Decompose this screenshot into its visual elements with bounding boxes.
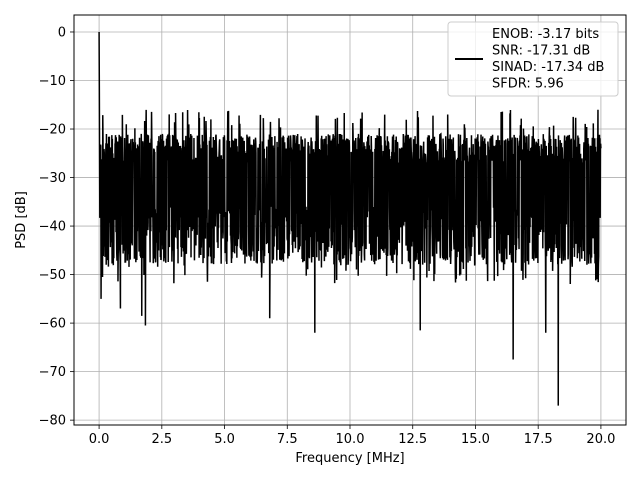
legend-box	[447, 21, 619, 97]
legend: ENOB: -3.17 bits SNR: -17.31 dB SINAD: -…	[447, 21, 619, 97]
x-axis-ticks: 0.0 2.5 5.0 7.5 10.0 12.5 15.0 17.5 20.0	[89, 425, 615, 447]
y-tick-label: −60	[39, 317, 66, 332]
y-tick-label: −70	[39, 365, 66, 380]
y-tick-label: 0	[58, 25, 66, 40]
legend-sinad: SINAD: -17.34 dB	[492, 60, 604, 75]
x-tick-label: 2.5	[151, 432, 172, 447]
x-axis-label: Frequency [MHz]	[295, 451, 404, 466]
psd-trace	[98, 31, 602, 406]
y-tick-label: −80	[39, 414, 66, 429]
psd-series-line	[98, 31, 602, 406]
x-tick-label: 20.0	[586, 432, 615, 447]
x-tick-label: 5.0	[214, 432, 235, 447]
x-tick-label: 15.0	[461, 432, 490, 447]
x-tick-label: 10.0	[336, 432, 365, 447]
legend-sfdr: SFDR: 5.96	[492, 77, 564, 92]
x-tick-label: 0.0	[89, 432, 110, 447]
y-tick-label: −20	[39, 123, 66, 138]
y-tick-label: −40	[39, 220, 66, 235]
legend-enob: ENOB: -3.17 bits	[492, 27, 599, 42]
y-axis-ticks: 0 −10 −20 −30 −40 −50 −60 −70 −80	[39, 25, 74, 429]
x-tick-label: 7.5	[277, 432, 298, 447]
y-tick-label: −30	[39, 171, 66, 186]
y-tick-label: −50	[39, 268, 66, 283]
y-tick-label: −10	[39, 74, 66, 89]
x-tick-label: 12.5	[398, 432, 427, 447]
legend-snr: SNR: -17.31 dB	[492, 44, 590, 59]
y-axis-label: PSD [dB]	[14, 191, 29, 249]
x-tick-label: 17.5	[524, 432, 553, 447]
